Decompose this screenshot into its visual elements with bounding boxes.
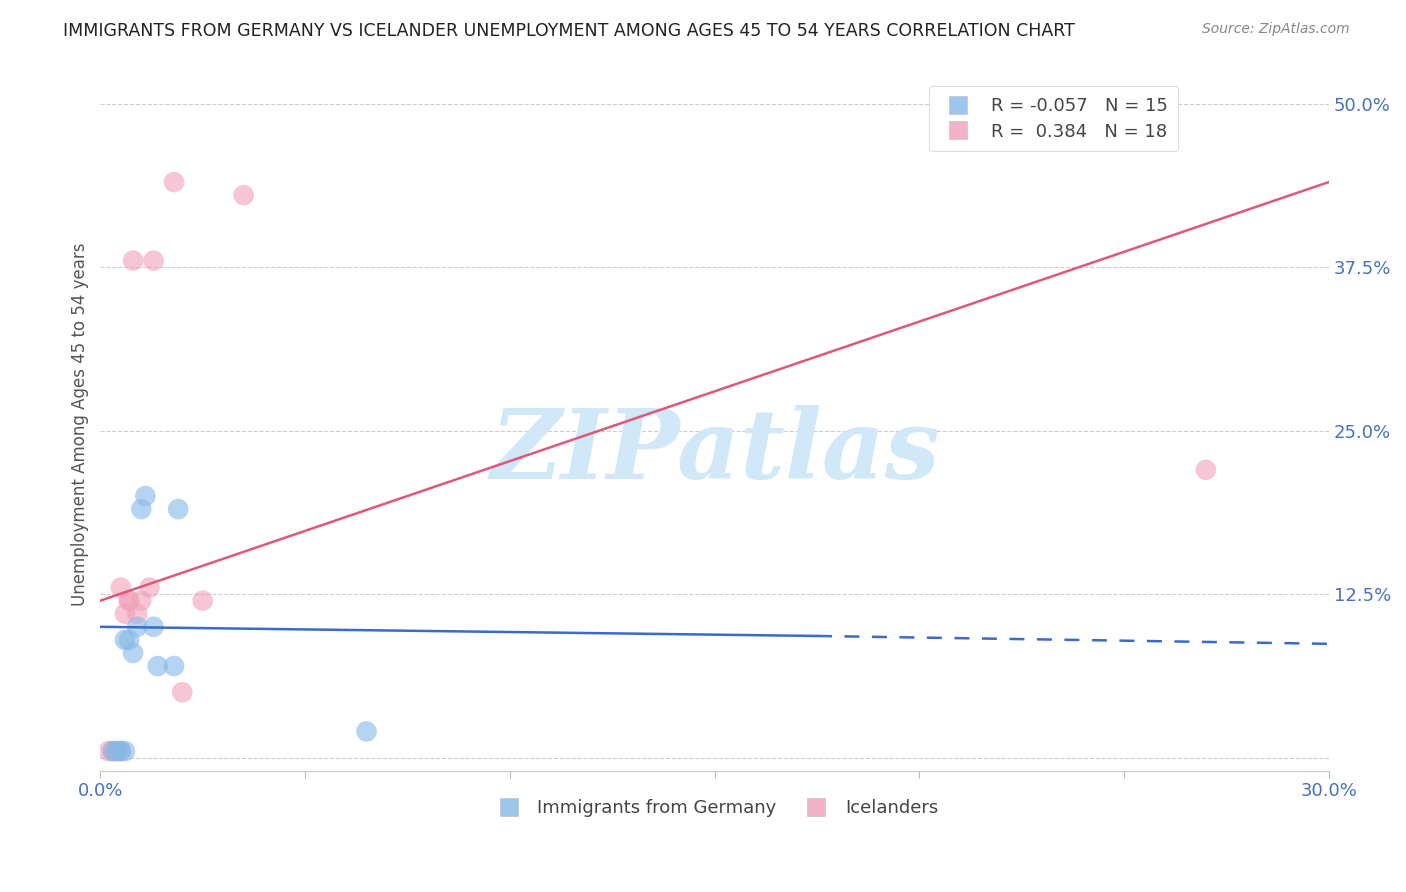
Point <box>1195 463 1218 477</box>
Point <box>163 175 186 189</box>
Point <box>97 744 120 758</box>
Point <box>172 685 194 699</box>
Point <box>146 659 169 673</box>
Point <box>122 253 145 268</box>
Point <box>110 744 132 758</box>
Point <box>110 744 132 758</box>
Point <box>114 607 136 621</box>
Point <box>127 620 149 634</box>
Point <box>138 581 160 595</box>
Point <box>101 744 124 758</box>
Point <box>356 724 378 739</box>
Point <box>114 632 136 647</box>
Point <box>110 581 132 595</box>
Point <box>118 593 141 607</box>
Point <box>232 188 254 202</box>
Point <box>118 632 141 647</box>
Point <box>105 744 128 758</box>
Y-axis label: Unemployment Among Ages 45 to 54 years: Unemployment Among Ages 45 to 54 years <box>72 243 89 606</box>
Point <box>114 744 136 758</box>
Point <box>105 744 128 758</box>
Text: ZIPatlas: ZIPatlas <box>489 405 939 499</box>
Text: Source: ZipAtlas.com: Source: ZipAtlas.com <box>1202 22 1350 37</box>
Point <box>127 607 149 621</box>
Point <box>129 502 152 516</box>
Point <box>134 489 156 503</box>
Point <box>142 620 165 634</box>
Point <box>191 593 214 607</box>
Text: IMMIGRANTS FROM GERMANY VS ICELANDER UNEMPLOYMENT AMONG AGES 45 TO 54 YEARS CORR: IMMIGRANTS FROM GERMANY VS ICELANDER UNE… <box>63 22 1076 40</box>
Point <box>142 253 165 268</box>
Point <box>101 744 124 758</box>
Point <box>122 646 145 660</box>
Point <box>167 502 190 516</box>
Point <box>118 593 141 607</box>
Point <box>163 659 186 673</box>
Legend: Immigrants from Germany, Icelanders: Immigrants from Germany, Icelanders <box>484 791 946 824</box>
Point <box>129 593 152 607</box>
